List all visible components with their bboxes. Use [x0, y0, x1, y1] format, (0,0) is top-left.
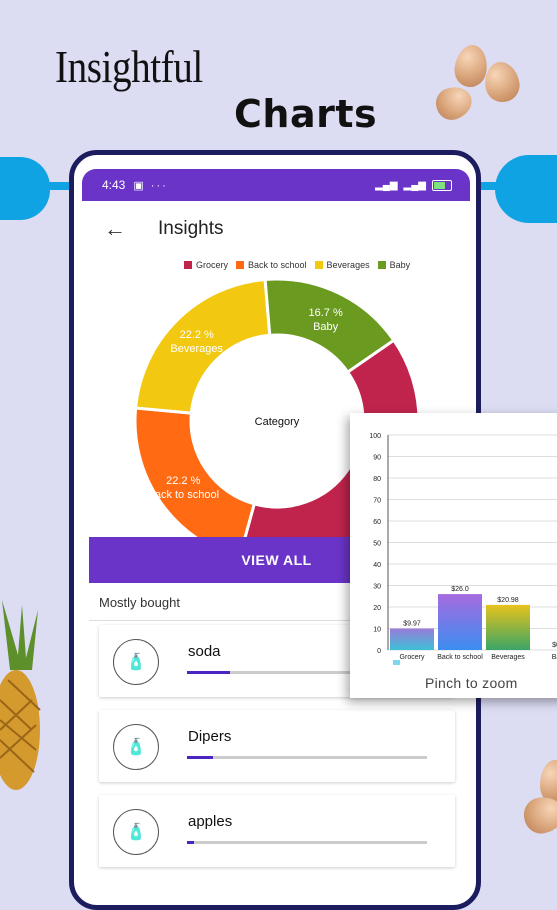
y-tick-label: 30	[373, 584, 381, 591]
egg-decoration	[540, 760, 557, 804]
legend-label: Baby	[389, 260, 411, 270]
y-tick-label: 50	[373, 541, 381, 548]
bar-value-label: $9.97	[403, 621, 421, 628]
bar-beverages[interactable]	[486, 604, 530, 650]
egg-decoration	[521, 793, 557, 837]
y-tick-label: 10	[373, 627, 381, 634]
item-name: soda	[188, 643, 221, 660]
legend-swatch-beverages	[314, 261, 323, 269]
slice-percent-label: 22.2 %	[180, 329, 214, 341]
donut-slice-baby[interactable]	[263, 277, 396, 375]
bar-grocery[interactable]	[390, 628, 434, 650]
y-tick-label: 60	[373, 519, 381, 526]
list-item[interactable]: 🧴 Dipers	[99, 710, 455, 782]
item-progress-fill	[187, 671, 231, 674]
legend-marker	[393, 660, 400, 665]
legend-label: Grocery	[196, 260, 229, 270]
bar-back-to-school[interactable]	[438, 594, 482, 650]
legend-item: Back to school	[236, 260, 307, 270]
signal-icon: ▂▄▆	[403, 179, 426, 191]
item-icon: 🧴	[113, 724, 159, 770]
status-time: 4:43	[102, 178, 126, 192]
legend-swatch-grocery	[184, 261, 192, 269]
slice-name-label: Beverages	[170, 343, 223, 355]
item-progress-fill	[187, 841, 195, 844]
legend-item: Grocery	[184, 260, 228, 270]
y-tick-label: 40	[373, 562, 381, 569]
item-icon: 🧴	[113, 809, 159, 855]
bar-chart[interactable]: 0 10 20 30 40 50 60 70 80 90 100 $9.97 Grocery $26.0 B…	[350, 413, 557, 673]
bar-value-label: $0	[552, 642, 557, 649]
page-title: Insights	[158, 218, 224, 239]
bar-chart-zoom-panel[interactable]: 0 10 20 30 40 50 60 70 80 90 100 $9.97 Grocery $26.0 B…	[350, 413, 557, 698]
legend-swatch-back-to-school	[236, 261, 245, 269]
item-progress-track	[187, 756, 427, 759]
legend-swatch-baby	[377, 261, 386, 269]
arrow-left-icon[interactable]: ←	[104, 216, 126, 241]
cable-plug-decoration	[0, 157, 50, 220]
egg-decoration	[431, 81, 477, 125]
legend-label: Beverages	[326, 260, 370, 270]
y-tick-label: 80	[373, 476, 381, 483]
x-tick-label: Beverages	[491, 654, 525, 661]
bar-value-label: $20.98	[497, 597, 519, 604]
item-progress-track	[187, 841, 427, 844]
legend-item: Baby	[377, 260, 411, 270]
bar-value-label: $26.0	[451, 586, 469, 593]
x-tick-label: Back to school	[437, 654, 483, 661]
item-name: apples	[188, 813, 233, 830]
egg-decoration	[481, 59, 523, 105]
y-tick-label: 0	[377, 648, 381, 655]
pinch-to-zoom-hint: Pinch to zoom	[425, 675, 518, 691]
item-icon: 🧴	[113, 639, 159, 685]
x-tick-label: Ba	[552, 654, 557, 661]
pineapple-decoration	[0, 600, 41, 790]
slice-name-label: Back to school	[147, 489, 219, 501]
slice-percent-label: 16.7 %	[309, 307, 343, 319]
y-tick-label: 100	[369, 433, 381, 440]
x-tick-label: Grocery	[400, 654, 425, 661]
y-tick-label: 70	[373, 498, 381, 505]
status-notification-icons: ▣ ···	[133, 179, 168, 192]
chart-legend: Grocery Back to school Beverages Baby	[184, 260, 410, 270]
item-progress-track	[187, 671, 427, 674]
cable-plug-decoration	[495, 155, 557, 223]
divider	[89, 620, 464, 621]
egg-decoration	[452, 42, 490, 90]
donut-center-label: Category	[255, 416, 300, 428]
legend-item: Beverages	[314, 260, 370, 270]
item-progress-fill	[187, 756, 214, 759]
phone-frame: 4:43 ▣ ··· ▂▄▆ ▂▄▆ ← Insights Grocery Ba…	[69, 150, 481, 910]
promo-title-line1: Insightful	[55, 41, 203, 92]
mostly-bought-heading: Mostly bought	[99, 595, 180, 610]
promo-title-line2: Charts	[234, 92, 378, 136]
legend-label: Back to school	[248, 260, 307, 270]
signal-icon: ▂▄▆	[375, 179, 398, 191]
battery-icon	[432, 179, 452, 191]
list-item[interactable]: 🧴 apples	[99, 795, 455, 867]
app-bar: ← Insights	[82, 201, 470, 257]
status-bar: 4:43 ▣ ··· ▂▄▆ ▂▄▆	[82, 169, 470, 201]
y-tick-label: 90	[373, 455, 381, 462]
slice-percent-label: 22.2 %	[166, 475, 200, 487]
y-tick-label: 20	[373, 605, 381, 612]
item-name: Dipers	[188, 728, 232, 745]
slice-name-label: Baby	[313, 321, 339, 333]
